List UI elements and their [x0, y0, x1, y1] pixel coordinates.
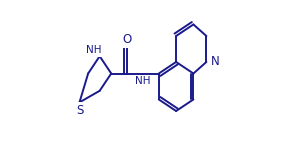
Text: S: S — [76, 104, 83, 117]
Text: N: N — [211, 55, 220, 69]
Text: O: O — [123, 33, 132, 46]
Text: NH: NH — [86, 45, 102, 55]
Text: NH: NH — [135, 76, 151, 86]
